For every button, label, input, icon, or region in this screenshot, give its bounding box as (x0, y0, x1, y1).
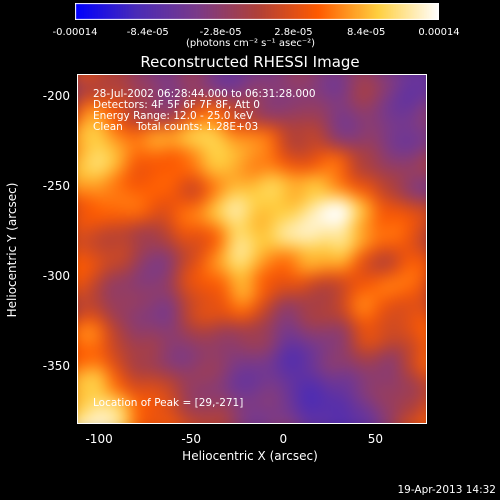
timestamp: 19-Apr-2013 14:32 (397, 484, 496, 496)
y-tick-label: -200 (42, 88, 70, 103)
peak-location-note: Location of Peak = [29,-271] (93, 397, 244, 409)
y-tick-label: -350 (42, 359, 70, 374)
x-tick-label: -100 (85, 432, 113, 446)
annotation-energy: Energy Range: 12.0 - 25.0 keV (93, 110, 254, 122)
y-tick-label: -250 (42, 178, 70, 193)
annotation-clean: Clean Total counts: 1.28E+03 (93, 121, 259, 133)
rhessi-image (77, 74, 427, 424)
annotation-detectors: Detectors: 4F 5F 6F 7F 8F, Att 0 (93, 99, 260, 111)
colorbar-tick-label: -0.00014 (52, 27, 98, 38)
x-tick-label: 0 (279, 432, 288, 446)
colorbar (75, 3, 439, 20)
colorbar-tick-label: 2.8e-05 (274, 27, 313, 38)
y-tick-label: -300 (42, 269, 70, 284)
colorbar-units: (photons cm⁻² s⁻¹ asec⁻²) (186, 38, 316, 49)
plot-title: Reconstructed RHESSI Image (140, 53, 360, 71)
x-tick-label: -50 (181, 432, 202, 446)
y-axis-label: Heliocentric Y (arcsec) (5, 182, 19, 318)
colorbar-tick-label: 0.00014 (418, 27, 460, 38)
plot-frame (77, 74, 427, 424)
image-area (77, 74, 427, 424)
colorbar-tick-label: -2.8e-05 (199, 27, 242, 38)
colorbar-tick-label: 8.4e-05 (346, 27, 386, 38)
x-axis-label: Heliocentric X (arcsec) (182, 449, 318, 463)
annotation-time-range: 28-Jul-2002 06:28:44.000 to 06:31:28.000 (93, 88, 316, 100)
colorbar-tick-label: -8.4e-05 (126, 27, 169, 38)
x-tick-label: 50 (367, 432, 384, 446)
